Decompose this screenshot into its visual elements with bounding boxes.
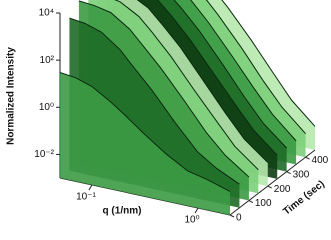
x-axis-label: q (1/nm) [103, 206, 142, 217]
chart: Normalized Intensity q (1/nm) Time (sec)… [6, 0, 329, 226]
z-tick-label: 10⁰ [39, 102, 54, 113]
series-line [205, 0, 306, 134]
x-tick-label: 10⁰ [184, 215, 199, 226]
series-line [59, 71, 231, 192]
y-tick-label: 300 [293, 169, 310, 180]
series-line [173, 0, 288, 149]
series-line [114, 0, 259, 171]
series-fill [60, 72, 230, 215]
z-tick-label: 10² [40, 55, 55, 66]
z-axis-label: Normalized Intensity [6, 47, 17, 145]
y-tick [229, 214, 235, 218]
y-tick-label: 400 [312, 155, 329, 166]
z-tick-label: 10⁴ [39, 8, 54, 19]
series-line [78, 0, 250, 178]
x-tick [194, 207, 199, 214]
z-tick-label: 10⁻² [34, 149, 54, 160]
series-line [69, 17, 240, 185]
y-tick [286, 171, 291, 175]
y-tick-label: 200 [274, 184, 291, 195]
y-tick-label: 0 [236, 213, 242, 224]
series-line [136, 0, 269, 163]
page: Normalized Intensity q (1/nm) Time (sec)… [5, 0, 329, 226]
y-tick [305, 156, 310, 160]
series-line [221, 0, 316, 127]
axis-line [229, 149, 316, 216]
y-tick [267, 185, 273, 189]
y-tick-label: 100 [255, 198, 272, 209]
x-tick [88, 184, 93, 191]
series-line [156, 0, 278, 156]
series-line [190, 0, 297, 142]
y-tick [248, 200, 254, 204]
x-tick-label: 10⁻¹ [76, 192, 96, 203]
